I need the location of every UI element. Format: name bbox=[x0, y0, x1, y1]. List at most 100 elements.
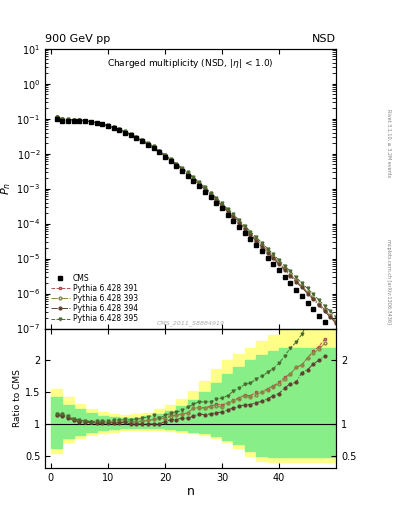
Pythia 6.428 391 bbox=[265, 248, 270, 254]
Pythia 6.428 395 bbox=[145, 140, 150, 146]
Pythia 6.428 395 bbox=[191, 174, 196, 180]
Pythia 6.428 391 bbox=[299, 283, 304, 289]
CMS bbox=[60, 118, 65, 124]
Pythia 6.428 393 bbox=[100, 121, 105, 127]
Pythia 6.428 395 bbox=[174, 160, 179, 166]
Pythia 6.428 394 bbox=[151, 145, 156, 152]
Pythia 6.428 393 bbox=[106, 122, 110, 129]
Pythia 6.428 394 bbox=[129, 132, 133, 138]
Pythia 6.428 395 bbox=[157, 148, 162, 154]
Pythia 6.428 395 bbox=[100, 121, 105, 127]
Pythia 6.428 395 bbox=[180, 165, 184, 171]
Pythia 6.428 393 bbox=[94, 120, 99, 126]
Pythia 6.428 395 bbox=[94, 119, 99, 125]
Line: Pythia 6.428 394: Pythia 6.428 394 bbox=[55, 116, 338, 325]
Pythia 6.428 393 bbox=[242, 225, 247, 231]
Pythia 6.428 391 bbox=[191, 175, 196, 181]
Pythia 6.428 394 bbox=[265, 249, 270, 255]
CMS bbox=[106, 123, 110, 129]
Line: Pythia 6.428 393: Pythia 6.428 393 bbox=[55, 116, 338, 323]
Pythia 6.428 394 bbox=[66, 117, 70, 123]
Pythia 6.428 393 bbox=[66, 117, 70, 123]
Pythia 6.428 395 bbox=[134, 134, 139, 140]
Pythia 6.428 393 bbox=[60, 116, 65, 122]
CMS bbox=[157, 149, 162, 155]
Pythia 6.428 393 bbox=[157, 148, 162, 154]
Pythia 6.428 393 bbox=[163, 152, 167, 158]
Line: Pythia 6.428 395: Pythia 6.428 395 bbox=[55, 116, 338, 318]
Pythia 6.428 394 bbox=[60, 116, 65, 122]
Pythia 6.428 395 bbox=[242, 223, 247, 229]
Pythia 6.428 395 bbox=[60, 116, 65, 122]
Pythia 6.428 391 bbox=[214, 196, 219, 202]
Pythia 6.428 391 bbox=[180, 166, 184, 172]
Pythia 6.428 395 bbox=[322, 303, 327, 309]
CMS bbox=[94, 120, 99, 126]
Pythia 6.428 393 bbox=[111, 124, 116, 131]
Pythia 6.428 394 bbox=[106, 123, 110, 129]
Pythia 6.428 391 bbox=[94, 120, 99, 126]
Pythia 6.428 393 bbox=[77, 117, 82, 123]
Pythia 6.428 393 bbox=[271, 254, 275, 260]
CMS bbox=[140, 138, 145, 144]
Pythia 6.428 391 bbox=[117, 126, 122, 133]
Pythia 6.428 395 bbox=[140, 137, 145, 143]
Pythia 6.428 391 bbox=[100, 121, 105, 127]
CMS bbox=[163, 154, 167, 160]
Pythia 6.428 391 bbox=[254, 236, 259, 242]
Pythia 6.428 394 bbox=[174, 162, 179, 168]
Pythia 6.428 395 bbox=[197, 179, 202, 185]
CMS bbox=[111, 125, 116, 131]
Pythia 6.428 393 bbox=[282, 266, 287, 272]
Pythia 6.428 391 bbox=[322, 306, 327, 312]
CMS bbox=[322, 319, 327, 326]
Pythia 6.428 394 bbox=[208, 192, 213, 198]
CMS bbox=[208, 194, 213, 200]
Pythia 6.428 393 bbox=[311, 295, 316, 301]
Pythia 6.428 391 bbox=[271, 254, 275, 260]
CMS bbox=[180, 168, 184, 174]
Pythia 6.428 393 bbox=[259, 242, 264, 248]
Pythia 6.428 395 bbox=[311, 291, 316, 297]
CMS bbox=[191, 178, 196, 184]
CMS bbox=[134, 135, 139, 141]
Legend: CMS, Pythia 6.428 391, Pythia 6.428 393, Pythia 6.428 394, Pythia 6.428 395: CMS, Pythia 6.428 391, Pythia 6.428 393,… bbox=[49, 272, 140, 325]
Pythia 6.428 393 bbox=[237, 219, 241, 225]
Pythia 6.428 393 bbox=[117, 126, 122, 133]
CMS bbox=[202, 188, 207, 195]
Pythia 6.428 394 bbox=[277, 261, 281, 267]
CMS bbox=[66, 118, 70, 124]
Pythia 6.428 391 bbox=[77, 117, 82, 123]
Pythia 6.428 395 bbox=[237, 217, 241, 223]
Pythia 6.428 391 bbox=[328, 312, 332, 318]
Pythia 6.428 394 bbox=[145, 142, 150, 148]
CMS bbox=[123, 130, 127, 136]
Pythia 6.428 393 bbox=[208, 190, 213, 197]
Pythia 6.428 395 bbox=[185, 169, 190, 176]
Pythia 6.428 393 bbox=[294, 277, 298, 283]
Pythia 6.428 393 bbox=[225, 207, 230, 214]
CMS bbox=[168, 158, 173, 164]
CMS bbox=[237, 224, 241, 230]
Pythia 6.428 394 bbox=[254, 238, 259, 244]
Pythia 6.428 394 bbox=[185, 172, 190, 178]
Pythia 6.428 395 bbox=[316, 297, 321, 303]
Pythia 6.428 395 bbox=[299, 280, 304, 286]
Pythia 6.428 393 bbox=[197, 180, 202, 186]
Pythia 6.428 394 bbox=[316, 302, 321, 308]
Pythia 6.428 395 bbox=[54, 114, 59, 120]
Pythia 6.428 395 bbox=[225, 206, 230, 212]
Pythia 6.428 394 bbox=[248, 232, 253, 238]
Pythia 6.428 394 bbox=[134, 135, 139, 141]
Pythia 6.428 395 bbox=[66, 116, 70, 122]
Pythia 6.428 391 bbox=[151, 144, 156, 151]
CMS bbox=[271, 261, 275, 267]
Pythia 6.428 393 bbox=[185, 170, 190, 177]
Pythia 6.428 394 bbox=[334, 321, 338, 327]
Pythia 6.428 394 bbox=[117, 126, 122, 133]
Pythia 6.428 394 bbox=[100, 121, 105, 127]
Pythia 6.428 393 bbox=[145, 141, 150, 147]
Pythia 6.428 394 bbox=[157, 149, 162, 155]
Text: NSD: NSD bbox=[312, 33, 336, 44]
CMS bbox=[77, 118, 82, 124]
